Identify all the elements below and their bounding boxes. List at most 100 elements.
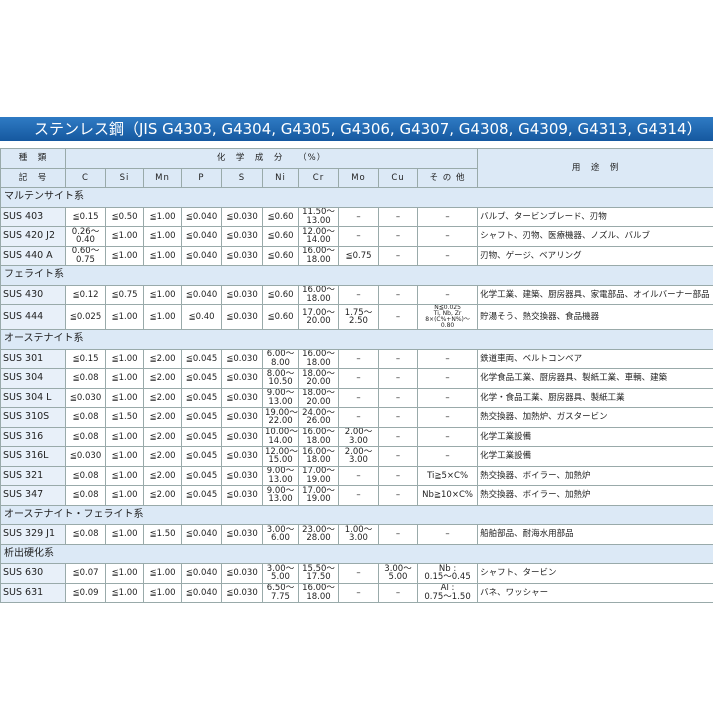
value-cell: –	[378, 304, 418, 330]
value-cell: ≦0.60	[262, 245, 299, 266]
value-cell: ≦1.00	[105, 304, 144, 330]
table-row: SUS 444 ≦0.025 ≦1.00 ≦1.00 ≦0.40 ≦0.030 ≦0.60 1…	[0, 304, 713, 330]
value-cell: ≦1.00	[105, 465, 144, 486]
table-row: SUS 316L ≦0.030 ≦1.00 ≦2.00 ≦0.045 ≦0.030 12.0…	[0, 446, 713, 467]
value-cell: ≦0.09	[65, 582, 106, 603]
steel-code: SUS 310S	[0, 407, 66, 428]
value-cell: –	[338, 284, 379, 305]
steel-code: SUS 316	[0, 426, 66, 447]
value-cell: 6.00〜 8.00	[262, 348, 299, 369]
value-cell: ≦1.00	[105, 524, 144, 545]
value-cell: –	[416, 524, 479, 545]
value-cell: ≦0.025	[65, 304, 106, 330]
value-cell: ≦0.040	[181, 226, 222, 247]
value-cell: ≦1.00	[143, 226, 182, 247]
value-cell: ≦0.40	[181, 304, 222, 330]
header-use: 用 途 例	[477, 148, 713, 188]
value-cell: ≦0.030	[221, 426, 263, 447]
value-cell: ≦2.00	[143, 446, 182, 467]
table-row: フェライト系	[0, 265, 713, 286]
steel-code: SUS 316L	[0, 446, 66, 467]
table-row: SUS 304 L ≦0.030 ≦1.00 ≦2.00 ≦0.045 ≦0.030 9.0…	[0, 387, 713, 408]
value-cell: ≦1.00	[143, 206, 182, 227]
value-cell: ≦0.60	[262, 206, 299, 227]
value-cell: ≦0.045	[181, 387, 222, 408]
table-row: SUS 430 ≦0.12 ≦0.75 ≦1.00 ≦0.040 ≦0.030 ≦0.60 1…	[0, 284, 713, 305]
value-cell: ≦0.030	[221, 563, 263, 584]
value-cell: –	[378, 245, 418, 266]
value-cell: ≦0.030	[221, 206, 263, 227]
value-cell: ≦1.00	[105, 563, 144, 584]
title-bar: ステンレス鋼（JIS G4303, G4304, G4305, G4306, G…	[0, 117, 713, 141]
steel-code: SUS 329 J1	[0, 524, 66, 545]
value-cell: ≦0.030	[221, 582, 263, 603]
value-cell: –	[416, 407, 479, 428]
steel-code: SUS 304 L	[0, 387, 66, 408]
header-composition: 化 学 成 分 （%）	[64, 148, 479, 169]
value-cell: ≦1.50	[105, 407, 144, 428]
value-cell: ≦0.040	[181, 245, 222, 266]
value-cell: Nb≧10×C%	[416, 485, 479, 506]
group-label: オーステナイト・フェライト系	[0, 504, 713, 525]
value-cell: –	[416, 284, 479, 305]
table-row: SUS 329 J1 ≦0.08 ≦1.00 ≦1.50 ≦0.040 ≦0.030 3.0…	[0, 524, 713, 545]
value-cell: ≦0.030	[221, 407, 263, 428]
value-cell: ≦0.045	[181, 407, 222, 428]
value-cell: 16.00〜 18.00	[298, 348, 339, 369]
value-cell: 0.26〜 0.40	[65, 226, 106, 247]
value-cell: Nb : 0.15〜0.45	[416, 563, 479, 584]
value-cell: –	[378, 446, 418, 467]
value-cell: –	[338, 563, 379, 584]
steel-code: SUS 347	[0, 485, 66, 506]
value-cell: 12.00〜 14.00	[298, 226, 339, 247]
value-cell: ≦0.045	[181, 348, 222, 369]
value-cell: –	[416, 446, 479, 467]
steel-code: SUS 304	[0, 368, 66, 389]
value-cell: 24.00〜 26.00	[298, 407, 339, 428]
value-cell: 8.00〜 10.50	[262, 368, 299, 389]
value-cell: ≦0.75	[105, 284, 144, 305]
value-cell: 17.00〜 19.00	[298, 485, 339, 506]
value-cell: –	[416, 368, 479, 389]
use-cell: 化学・食品工業、厨房器具、製紙工業	[477, 387, 713, 408]
value-cell: ≦2.00	[143, 407, 182, 428]
value-cell: 0.60〜 0.75	[65, 245, 106, 266]
value-cell: ≦0.045	[181, 426, 222, 447]
value-cell: 16.00〜 18.00	[298, 446, 339, 467]
group-label: マルテンサイト系	[0, 187, 713, 208]
value-cell: ≦0.030	[221, 304, 263, 330]
value-cell: –	[416, 245, 479, 266]
header-column: Cr	[298, 167, 339, 188]
group-label: オーステナイト系	[0, 329, 713, 350]
table-row: 析出硬化系	[0, 543, 713, 564]
steel-code: SUS 403	[0, 206, 66, 227]
table-row: SUS 440 A 0.60〜 0.75 ≦1.00 ≦1.00 ≦0.040 ≦0.03…	[0, 245, 713, 266]
value-cell: ≦0.030	[221, 465, 263, 486]
value-cell: ≦2.00	[143, 368, 182, 389]
value-cell: –	[338, 206, 379, 227]
value-cell: –	[338, 407, 379, 428]
value-cell: –	[378, 524, 418, 545]
value-cell: ≦2.00	[143, 387, 182, 408]
value-cell: ≦0.030	[65, 446, 106, 467]
value-cell: ≦1.00	[143, 284, 182, 305]
value-cell: 9.00〜 13.00	[262, 485, 299, 506]
value-cell: –	[338, 485, 379, 506]
value-cell: ≦0.030	[221, 524, 263, 545]
value-cell: 3.00〜 6.00	[262, 524, 299, 545]
value-cell: ≦0.030	[221, 245, 263, 266]
spec-table: 種 類化 学 成 分 （%）用 途 例記 号 C Si Mn P S Ni Cr Mo Cu そ の…	[0, 148, 713, 603]
value-cell: 9.00〜 13.00	[262, 465, 299, 486]
value-cell: –	[416, 206, 479, 227]
value-cell: ≦0.040	[181, 524, 222, 545]
steel-code: SUS 301	[0, 348, 66, 369]
value-cell: ≦0.08	[65, 368, 106, 389]
use-cell: 化学工業設備	[477, 446, 713, 467]
header-column: S	[221, 167, 263, 188]
value-cell: ≦0.030	[221, 485, 263, 506]
use-cell: 熱交換器、ボイラー、加熱炉	[477, 485, 713, 506]
value-cell: Al : 0.75〜1.50	[416, 582, 479, 603]
header-code: 記 号	[0, 167, 66, 188]
value-cell: ≦0.50	[105, 206, 144, 227]
